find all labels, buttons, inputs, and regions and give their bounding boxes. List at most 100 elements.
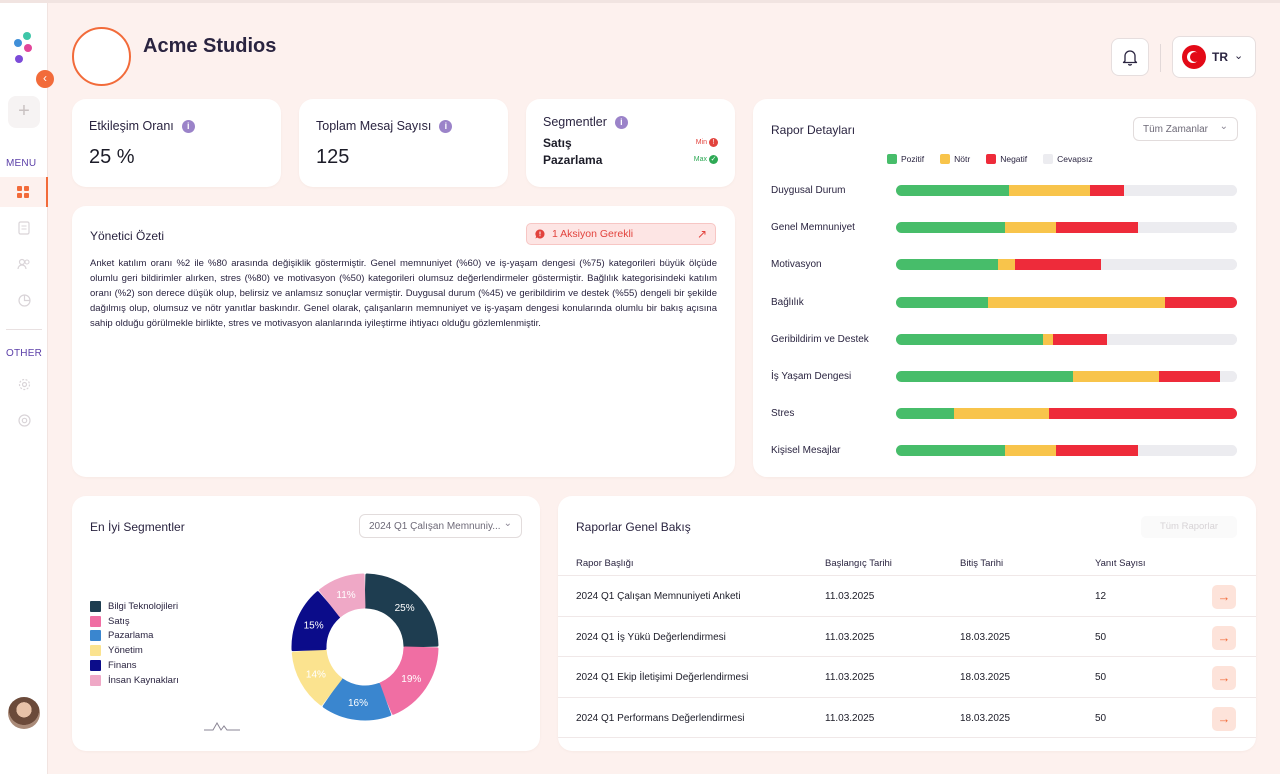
bar-track — [896, 408, 1237, 420]
report-start-date: 11.03.2025 — [825, 672, 875, 683]
report-end-date: 18.03.2025 — [960, 712, 1011, 724]
sidebar-item-analytics[interactable] — [0, 285, 48, 315]
column-header-title: Rapor Başlığı — [576, 558, 634, 569]
message-alert-icon — [535, 229, 545, 239]
language-selector[interactable]: TR ⌄ — [1172, 36, 1256, 78]
legend-swatch-neutral — [940, 154, 951, 164]
bar-row: Genel Memnuniyet — [771, 221, 1237, 235]
add-button[interactable]: + — [8, 96, 40, 128]
bar-segment-neutral — [953, 408, 1050, 420]
engagement-card: Etkileşim Oranı i 25 % — [72, 99, 281, 187]
legend-swatch-negative — [986, 154, 997, 164]
other-section-label: OTHER — [6, 348, 42, 359]
report-response-count: 50 — [1095, 672, 1107, 683]
bar-category-label: İş Yaşam Dengesi — [771, 371, 852, 382]
engagement-title-row: Etkileşim Oranı i — [89, 119, 195, 133]
report-title: 2024 Q1 Çalışan Memnuniyeti Anketi — [576, 591, 741, 602]
user-avatar[interactable] — [8, 697, 40, 729]
sidebar-item-settings[interactable] — [0, 369, 48, 399]
column-header-end: Bitiş Tarihi — [960, 558, 1004, 569]
sidebar-collapse-button[interactable]: ‹ — [36, 70, 54, 88]
donut-slice[interactable] — [291, 591, 341, 652]
table-row — [558, 737, 1256, 751]
open-report-button[interactable]: → — [1212, 666, 1236, 690]
action-required-badge[interactable]: 1 Aksiyon Gerekli ↗ — [526, 223, 716, 245]
info-icon[interactable]: i — [439, 119, 453, 133]
segment-legend-label: Yönetim — [108, 645, 143, 657]
sidebar-item-help[interactable] — [0, 405, 48, 435]
app-logo[interactable] — [12, 29, 36, 69]
report-start-date: 11.03.2025 — [825, 712, 875, 724]
report-start-date: 11.03.2025 — [825, 631, 875, 643]
bar-category-label: Geribildirim ve Destek — [771, 333, 869, 345]
messages-title-row: Toplam Mesaj Sayısı i — [316, 119, 453, 133]
bar-category-label: Duygusal Durum — [771, 185, 846, 196]
table-row[interactable]: 2024 Q1 Performans Değerlendirmesi 11.03… — [558, 696, 1256, 738]
column-header-start: Başlangıç Tarihi — [825, 558, 892, 569]
info-icon[interactable]: i — [614, 115, 628, 129]
survey-select[interactable]: 2024 Q1 Çalışan Memnuniy... ⌄ — [359, 514, 522, 538]
info-icon[interactable]: i — [181, 119, 195, 133]
bar-segment-neutral — [998, 259, 1016, 271]
chevron-down-icon: ⌄ — [1234, 49, 1244, 62]
brand-logo-placeholder — [72, 27, 131, 86]
segment-legend-label: İnsan Kaynakları — [108, 674, 179, 686]
donut-slice[interactable] — [319, 573, 366, 618]
bar-track — [896, 371, 1237, 382]
all-reports-button[interactable]: Tüm Raporlar — [1141, 516, 1237, 538]
notifications-button[interactable] — [1111, 38, 1149, 76]
time-range-select[interactable]: Tüm Zamanlar ⌄ — [1133, 117, 1238, 141]
segment-legend-swatch — [90, 674, 101, 686]
donut-slice[interactable] — [291, 649, 343, 706]
messages-value: 125 — [316, 146, 350, 168]
bar-track — [896, 185, 1237, 196]
segment-legend-item: Yönetim — [90, 643, 179, 658]
donut-slice[interactable] — [322, 678, 392, 721]
bar-segment-empty — [1138, 445, 1237, 457]
bar-row: Motivasyon — [771, 258, 1237, 272]
bar-segment-neutral — [1073, 371, 1159, 382]
open-report-button[interactable]: → — [1212, 625, 1236, 650]
table-row[interactable]: 2024 Q1 Ekip İletişimi Değerlendirmesi 1… — [558, 656, 1256, 697]
segment-legend-item: Pazarlama — [90, 629, 179, 644]
donut-slice-label: 11% — [336, 590, 355, 601]
bar-track — [896, 445, 1237, 457]
legend-swatch-positive — [887, 154, 897, 164]
legend-label-negative: Negatif — [1000, 154, 1028, 164]
segment-legend-item: Finans — [90, 658, 179, 673]
segments-donut-chart: 25% 19% 16% 14% 15% 11% — [291, 573, 439, 721]
bar-category-label: Bağlılık — [771, 296, 804, 308]
table-row[interactable]: 2024 Q1 Çalışan Memnuniyeti Anketi 11.03… — [558, 575, 1256, 616]
report-title: 2024 Q1 İş Yükü Değerlendirmesi — [576, 631, 726, 643]
bar-segment-negative — [1090, 185, 1125, 196]
open-report-button[interactable]: → — [1212, 706, 1236, 731]
donut-slice-label: 16% — [348, 698, 368, 709]
report-end-date: 18.03.2025 — [960, 672, 1011, 683]
bar-segment-positive — [896, 259, 999, 271]
segment-legend-swatch — [90, 600, 101, 612]
bar-row: Bağlılık — [771, 296, 1237, 310]
report-legend: Pozitif Nötr Negatif Cevapsız — [887, 154, 1093, 164]
bar-segment-negative — [1165, 296, 1237, 308]
bar-segment-negative — [1056, 222, 1139, 234]
segment-max-label: Max — [693, 156, 707, 163]
report-title: 2024 Q1 Performans Değerlendirmesi — [576, 712, 745, 724]
brand-name: Acme Studios — [143, 35, 277, 57]
sidebar-item-users[interactable] — [0, 249, 48, 279]
summary-text: Anket katılım oranı %2 ile %80 arasında … — [90, 258, 717, 329]
bar-segment-positive — [896, 296, 989, 308]
check-icon: ✓ — [709, 155, 718, 164]
donut-slice[interactable] — [364, 573, 439, 648]
segment-min-tag: Min! — [696, 138, 718, 147]
segment-min-name: Satış — [543, 136, 572, 150]
legend-label-empty: Cevapsız — [1057, 154, 1093, 164]
legend-swatch-empty — [1043, 154, 1054, 164]
table-row[interactable]: 2024 Q1 İş Yükü Değerlendirmesi 11.03.20… — [558, 615, 1256, 657]
open-report-button[interactable]: → — [1212, 585, 1236, 609]
report-details-card: Rapor Detayları Tüm Zamanlar ⌄ Pozitif N… — [753, 99, 1256, 477]
bar-row: İş Yaşam Dengesi — [771, 370, 1237, 384]
donut-slice[interactable] — [379, 646, 439, 715]
sidebar-item-dashboard[interactable] — [0, 177, 48, 207]
donut-slice-label: 15% — [304, 620, 324, 631]
sidebar-item-reports[interactable] — [0, 213, 48, 243]
